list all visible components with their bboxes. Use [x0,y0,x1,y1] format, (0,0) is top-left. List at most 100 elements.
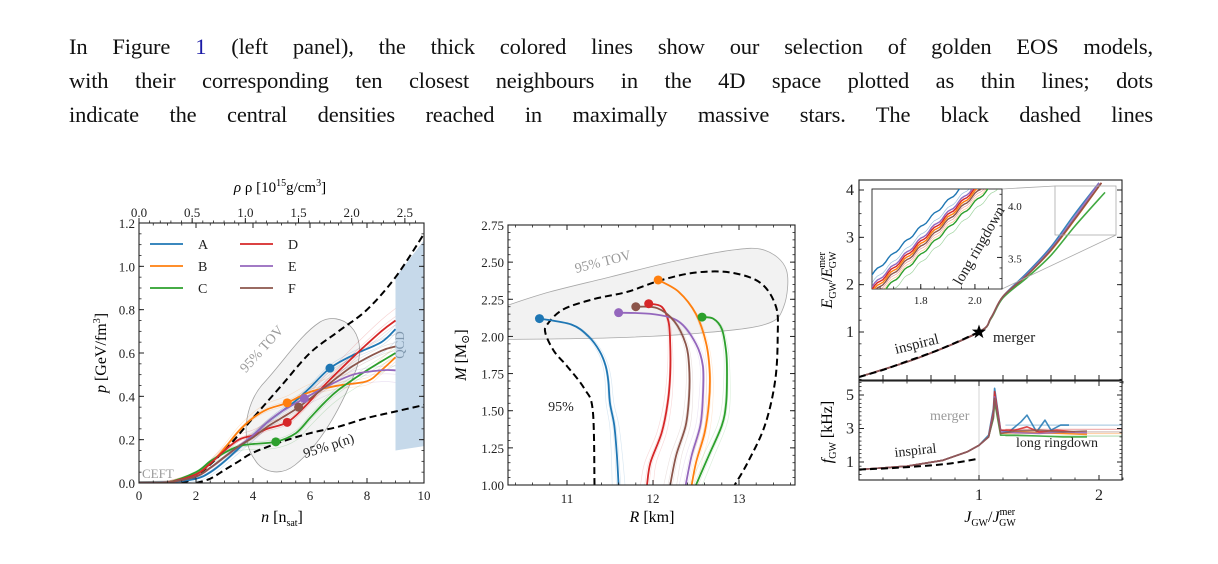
label-part: ρ [10 [245,180,276,196]
label-part: g/cm [286,180,316,196]
qcd-band [395,240,424,451]
middle-xlabel: R [km] [629,509,675,526]
label-part: mer [1000,507,1016,518]
tick-label: 6 [307,488,314,503]
tov-region [508,247,789,340]
tick-label: 0.5 [184,205,200,220]
right-xlabel: JGW/Jmer GW [964,507,1016,529]
tick-label: 4 [846,182,854,199]
legend-label-B: B [198,260,207,275]
mr-line-B [657,279,711,485]
eos-line-F [139,345,396,483]
right-bottom-inspiral-label: inspiral [894,442,937,461]
legend-label-F: F [288,282,296,297]
tick-label: 13 [733,491,746,506]
label-part: [M [453,344,470,364]
max-mass-dot-F [631,302,641,312]
tick-label: 3 [846,229,854,246]
tick-label: 1.50 [481,404,504,419]
neighbour-line [540,318,626,485]
ceft-label: CEFT [142,466,174,481]
label-part: / [819,277,836,282]
middle-axis-ticks: 11 12 13 1.00 1.25 1.50 1.75 2.00 2.25 2.50 2.75 [481,218,795,506]
legend-label-E: E [288,260,297,275]
left-plot-marks [139,233,424,483]
left-axis-ticks: 0 2 4 6 8 10 0.0 0.5 1.0 1.5 2.0 2.5 0.0 0.2 0.4 0.6 0.8… [119,205,431,503]
inset-marks [872,189,999,289]
tick-label: 0.8 [119,303,135,318]
right-top-inspiral-label: inspiral [893,331,941,357]
label-part: J [964,509,972,526]
inset-zoom-box [1054,185,1117,236]
label-part: [km] [643,509,674,526]
frequency-line-E [859,395,1088,471]
tick-label: 0.0 [119,476,135,491]
figure-reference-link[interactable]: 1 [195,34,207,59]
label-part: [GeV/fm [93,323,110,381]
label-part: R [629,509,640,526]
inset-line-B [873,189,978,289]
text-segment: In Figure [69,34,196,59]
mr-line-D [646,302,672,485]
left-panel-eos: 0 2 4 6 8 10 0.0 0.5 1.0 1.5 2.0 2.5 0.0 0.2 0.4 0.6 0.8… [92,178,431,529]
tick-label: 2.25 [481,292,504,307]
label-part: GW [999,518,1016,529]
tick-label: 0 [136,488,143,503]
tick-label: 10 [418,488,431,503]
left-legend: ABC DEF [150,238,298,297]
label-part: ] [298,509,303,526]
mr-line-C [695,316,728,485]
label-part: mer [817,252,828,268]
label-part: p [93,385,110,394]
tick-label: 0.0 [131,205,147,220]
middle-plot-background [508,247,789,340]
mr-line-E [618,311,705,485]
inset-connector [1001,185,1056,190]
neighbour-line [139,332,396,483]
right-panel-gw: 1 2 3 4 1.8 2.0 3.5 4.0 inspiral merger long r… [817,179,1124,529]
label-part: ] [453,329,470,334]
frequency-line-F [859,397,1088,471]
middle-tov-label: 95% TOV [573,248,632,276]
frequency-inspiral-fit [859,457,980,471]
label-part: 15 [276,178,286,189]
tick-label: 1.75 [481,367,504,382]
middle-panel-mass-radius: 11 12 13 1.00 1.25 1.50 1.75 2.00 2.25 2.50 2.75 R… [453,218,796,526]
right-top-merger-label: merger [993,330,1035,346]
inset-line-C [892,189,999,289]
tick-label: 3 [846,421,854,438]
label-part: E [819,268,836,279]
neighbour-line [618,312,703,485]
tick-label: 0.4 [119,389,136,404]
middle-plot-marks [534,270,779,485]
label-part: [n [273,509,286,526]
max-mass-dot-A [534,314,544,324]
text-segment: (left panel), the thick colored lines sh… [206,34,1153,59]
legend-label-C: C [198,282,207,297]
right-top-plot-marks [859,182,1106,378]
right-top-axis-ticks: 1 2 3 4 [846,182,1122,380]
tick-label: 0.6 [119,346,136,361]
inset-line-D [872,189,975,289]
mr-line-F [635,305,691,485]
label-part: GW [971,518,988,529]
inset-line-A [872,189,961,277]
tick-label: 1 [975,487,983,504]
tick-label: 1.8 [914,295,928,307]
label-part: GW [828,281,839,298]
label-part: f [819,456,836,463]
label-part: ] [321,180,326,196]
max-mass-dot-D [644,299,654,309]
tick-label: 5 [846,387,854,404]
tick-label: 2.0 [968,295,982,307]
tick-label: 1.0 [237,205,253,220]
label-part: ⊙ [460,335,472,344]
tick-label: 2.50 [481,255,504,270]
dashed-95-contour [543,270,779,485]
tick-label: 2 [193,488,200,503]
max-mass-dot-E [614,308,624,318]
left-xlabel: n [nsat] [261,509,303,529]
tick-label: 1 [846,324,854,341]
left-ylabel: p [GeV/fm3] [92,313,110,394]
